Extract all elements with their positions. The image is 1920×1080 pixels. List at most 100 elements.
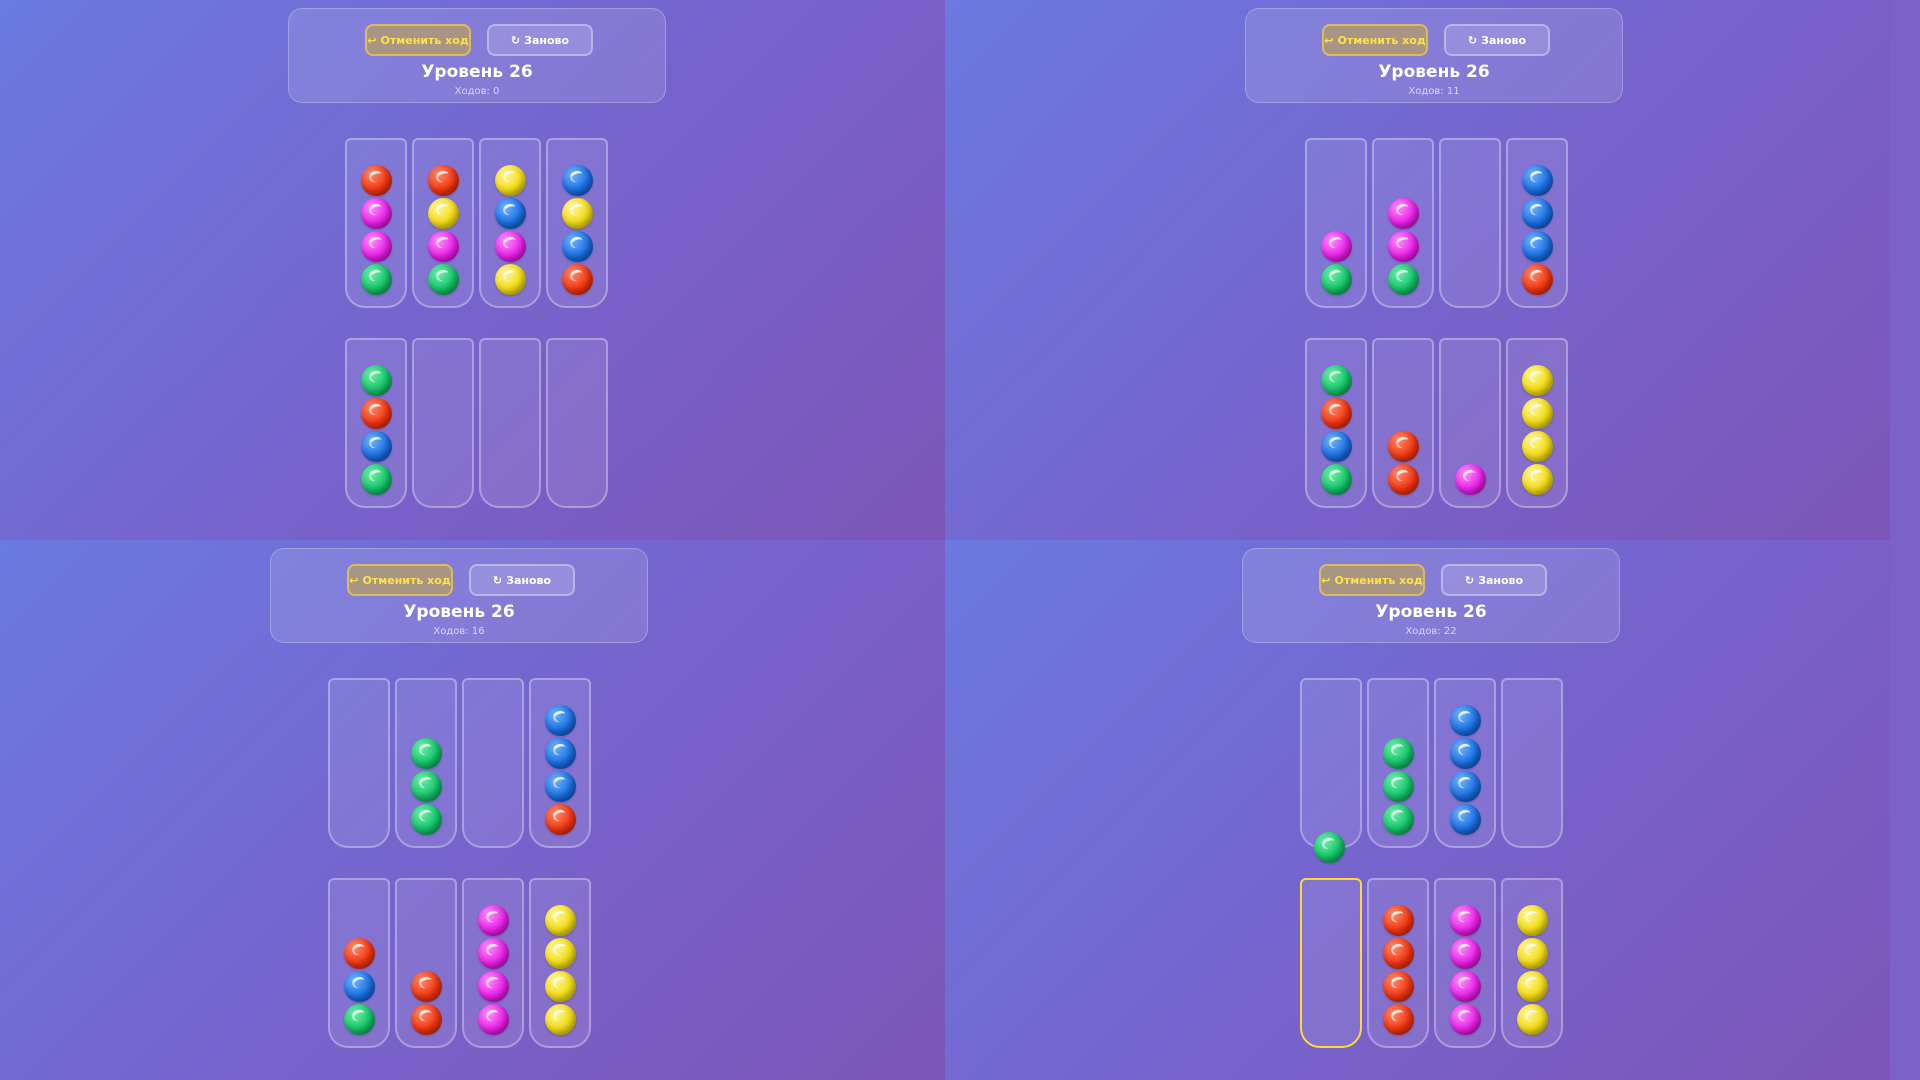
ball-green[interactable] (361, 365, 392, 396)
ball-magenta[interactable] (1388, 231, 1419, 262)
ball-yellow[interactable] (495, 165, 526, 196)
ball-magenta[interactable] (1450, 1004, 1481, 1035)
tube-4[interactable] (529, 678, 591, 848)
tube-6[interactable] (1367, 878, 1429, 1048)
ball-blue[interactable] (1522, 198, 1553, 229)
ball-yellow[interactable] (495, 264, 526, 295)
tube-7[interactable] (462, 878, 524, 1048)
ball-red[interactable] (1388, 464, 1419, 495)
tube-1[interactable] (345, 138, 407, 308)
ball-blue[interactable] (1522, 231, 1553, 262)
ball-blue[interactable] (545, 771, 576, 802)
ball-magenta[interactable] (495, 231, 526, 262)
ball-green[interactable] (1383, 804, 1414, 835)
ball-blue[interactable] (562, 165, 593, 196)
ball-blue[interactable] (1522, 165, 1553, 196)
ball-magenta[interactable] (1321, 231, 1352, 262)
restart-button[interactable]: ↻ Заново (469, 564, 575, 596)
ball-magenta[interactable] (361, 231, 392, 262)
tube-1[interactable] (1305, 138, 1367, 308)
ball-blue[interactable] (1450, 804, 1481, 835)
tube-4[interactable] (1506, 138, 1568, 308)
ball-yellow[interactable] (545, 1004, 576, 1035)
ball-blue[interactable] (1321, 431, 1352, 462)
ball-blue[interactable] (495, 198, 526, 229)
ball-yellow[interactable] (545, 905, 576, 936)
ball-magenta[interactable] (1388, 198, 1419, 229)
ball-yellow[interactable] (1522, 398, 1553, 429)
ball-red[interactable] (361, 165, 392, 196)
ball-green[interactable] (361, 264, 392, 295)
ball-red[interactable] (1383, 1004, 1414, 1035)
ball-yellow[interactable] (545, 971, 576, 1002)
lifted-ball-green[interactable] (1314, 832, 1345, 863)
ball-red[interactable] (1388, 431, 1419, 462)
ball-yellow[interactable] (1522, 464, 1553, 495)
ball-magenta[interactable] (478, 1004, 509, 1035)
tube-7[interactable] (1434, 878, 1496, 1048)
ball-blue[interactable] (562, 231, 593, 262)
ball-yellow[interactable] (545, 938, 576, 969)
ball-blue[interactable] (545, 738, 576, 769)
tube-6[interactable] (412, 338, 474, 508)
tube-8[interactable] (546, 338, 608, 508)
ball-yellow[interactable] (428, 198, 459, 229)
ball-yellow[interactable] (1522, 365, 1553, 396)
tube-1[interactable] (1300, 678, 1362, 848)
tube-8[interactable] (1506, 338, 1568, 508)
ball-magenta[interactable] (1450, 905, 1481, 936)
tube-6[interactable] (395, 878, 457, 1048)
undo-move-button[interactable]: ↩ Отменить ход (1319, 564, 1425, 596)
ball-magenta[interactable] (478, 971, 509, 1002)
ball-magenta[interactable] (1450, 938, 1481, 969)
ball-red[interactable] (1383, 971, 1414, 1002)
ball-red[interactable] (562, 264, 593, 295)
ball-blue[interactable] (1450, 771, 1481, 802)
ball-green[interactable] (1383, 771, 1414, 802)
restart-button[interactable]: ↻ Заново (487, 24, 593, 56)
ball-red[interactable] (411, 971, 442, 1002)
tube-5[interactable] (1305, 338, 1367, 508)
tube-3[interactable] (1439, 138, 1501, 308)
ball-green[interactable] (1321, 365, 1352, 396)
tube-2[interactable] (1372, 138, 1434, 308)
ball-green[interactable] (361, 464, 392, 495)
ball-yellow[interactable] (562, 198, 593, 229)
ball-yellow[interactable] (1517, 905, 1548, 936)
ball-red[interactable] (344, 938, 375, 969)
undo-move-button[interactable]: ↩ Отменить ход (365, 24, 471, 56)
tube-2[interactable] (412, 138, 474, 308)
ball-red[interactable] (545, 804, 576, 835)
ball-magenta[interactable] (478, 938, 509, 969)
ball-magenta[interactable] (428, 231, 459, 262)
undo-move-button[interactable]: ↩ Отменить ход (347, 564, 453, 596)
ball-red[interactable] (1321, 398, 1352, 429)
tube-5[interactable] (328, 878, 390, 1048)
ball-green[interactable] (1383, 738, 1414, 769)
tube-4[interactable] (1501, 678, 1563, 848)
ball-green[interactable] (344, 1004, 375, 1035)
ball-blue[interactable] (545, 705, 576, 736)
ball-red[interactable] (411, 1004, 442, 1035)
ball-red[interactable] (361, 398, 392, 429)
ball-red[interactable] (1383, 938, 1414, 969)
ball-yellow[interactable] (1517, 938, 1548, 969)
tube-2[interactable] (395, 678, 457, 848)
restart-button[interactable]: ↻ Заново (1441, 564, 1547, 596)
tube-4[interactable] (546, 138, 608, 308)
ball-green[interactable] (411, 804, 442, 835)
ball-blue[interactable] (1450, 705, 1481, 736)
ball-red[interactable] (1522, 264, 1553, 295)
ball-green[interactable] (1388, 264, 1419, 295)
ball-magenta[interactable] (1450, 971, 1481, 1002)
ball-blue[interactable] (344, 971, 375, 1002)
tube-7[interactable] (1439, 338, 1501, 508)
ball-magenta[interactable] (361, 198, 392, 229)
ball-red[interactable] (1383, 905, 1414, 936)
tube-3[interactable] (479, 138, 541, 308)
ball-green[interactable] (428, 264, 459, 295)
ball-magenta[interactable] (478, 905, 509, 936)
ball-blue[interactable] (361, 431, 392, 462)
ball-blue[interactable] (1450, 738, 1481, 769)
tube-3[interactable] (1434, 678, 1496, 848)
